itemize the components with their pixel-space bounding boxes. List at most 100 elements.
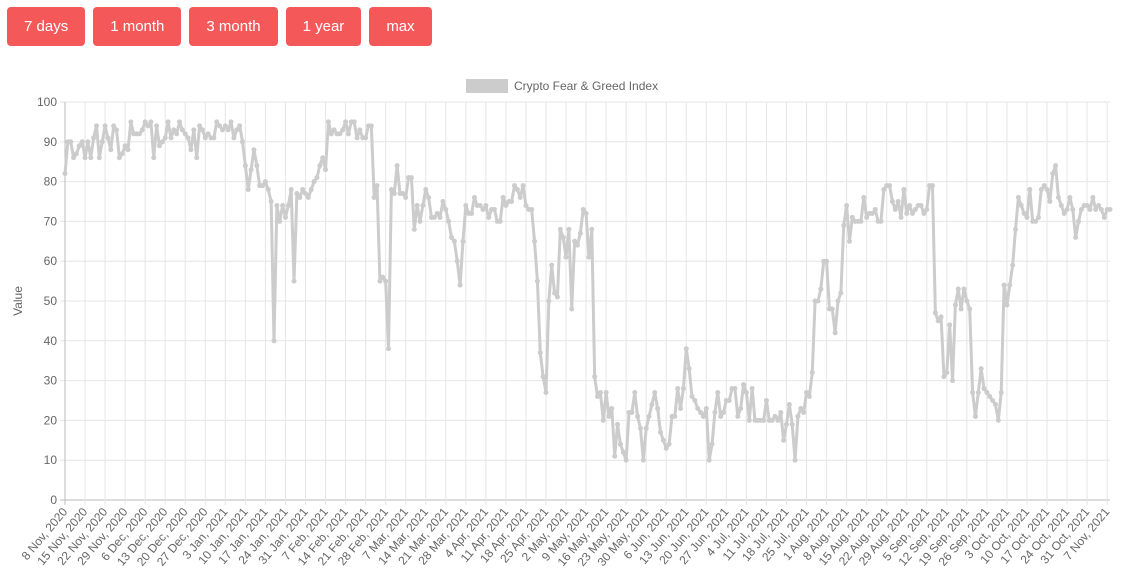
data-point [769,417,775,423]
data-point [706,457,712,463]
data-point [878,218,884,224]
data-point [849,214,855,220]
y-tick-label: 20 [44,413,58,427]
data-point [443,206,449,212]
data-point [675,386,681,392]
data-point [509,199,515,204]
data-point [686,366,692,372]
data-point [844,202,850,208]
data-point [317,163,323,169]
data-point [532,238,538,244]
data-point [197,123,203,129]
data-point [1050,171,1056,177]
data-point [139,127,145,133]
range-button[interactable]: 7 days [7,7,86,46]
range-button[interactable]: 3 month [189,7,278,46]
data-point [219,127,225,133]
data-point [386,346,392,352]
data-point [345,131,351,137]
data-point [858,218,864,224]
data-point [68,139,74,145]
data-point [280,202,286,208]
data-point [454,258,460,264]
data-point [783,421,789,427]
data-point [620,449,626,455]
data-point [549,262,555,268]
data-point [1078,206,1084,212]
data-point [471,195,477,201]
data-point [446,218,452,224]
data-point [603,390,609,396]
data-point [1044,187,1050,193]
data-point [420,202,426,208]
data-point [637,425,643,431]
data-point [514,187,520,193]
data-point [589,226,595,232]
data-point [1027,187,1033,193]
data-point [311,179,317,185]
data-point [815,298,821,304]
range-button[interactable]: 1 year [285,7,362,46]
data-point [892,206,898,212]
data-point [182,131,188,137]
y-tick-label: 70 [44,214,58,228]
data-point [1047,199,1053,204]
data-point [1067,195,1073,201]
data-point [781,437,787,443]
data-point [829,306,835,312]
data-point [154,123,160,129]
data-point [93,123,99,129]
data-point [534,278,540,284]
data-point [901,187,907,193]
data-point [340,127,346,133]
data-point [795,413,801,419]
data-point [414,202,420,208]
data-point [804,390,810,396]
data-point [328,131,334,137]
data-point [658,429,664,435]
range-button[interactable]: 1 month [93,7,182,46]
data-point [225,127,231,133]
data-point [623,457,629,463]
data-point [595,394,601,400]
data-point [683,346,689,352]
y-tick-label: 50 [44,294,58,308]
data-point [388,187,394,193]
data-point [1015,195,1021,201]
data-point [237,123,243,129]
data-point [451,238,457,244]
data-point [732,386,738,392]
data-point [898,214,904,220]
data-point [305,195,311,201]
data-point [569,306,575,312]
data-point [325,119,331,125]
data-point [772,413,778,419]
data-point [119,151,125,157]
data-point [792,457,798,463]
range-button[interactable]: max [369,7,432,46]
data-point [400,191,406,197]
data-point [449,234,455,240]
data-point [864,214,870,220]
data-point [835,298,841,304]
data-point [391,191,397,197]
data-point [992,401,998,407]
data-point [1001,282,1007,288]
data-point [798,405,804,411]
data-point [408,175,414,181]
data-point [491,206,497,212]
data-point [629,409,635,415]
data-point [483,202,489,208]
data-point [437,214,443,220]
data-point [282,214,288,220]
data-point [998,390,1004,396]
data-point [1055,195,1061,201]
data-point [148,119,154,125]
data-point [245,187,251,193]
data-point [775,417,781,423]
range-buttons: 7 days 1 month 3 month 1 year max [7,7,432,46]
data-point [105,135,111,141]
data-point [371,195,377,201]
data-point [692,398,698,403]
data-point [921,210,927,216]
